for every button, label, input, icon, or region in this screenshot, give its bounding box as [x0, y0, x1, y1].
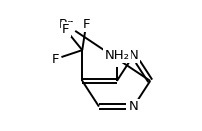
Text: F: F	[51, 53, 59, 66]
Text: NH₂: NH₂	[104, 49, 129, 62]
Text: Br: Br	[58, 18, 73, 31]
Text: N: N	[128, 49, 138, 62]
Text: F: F	[82, 18, 89, 31]
Text: N: N	[128, 100, 138, 113]
Text: F: F	[62, 23, 69, 36]
